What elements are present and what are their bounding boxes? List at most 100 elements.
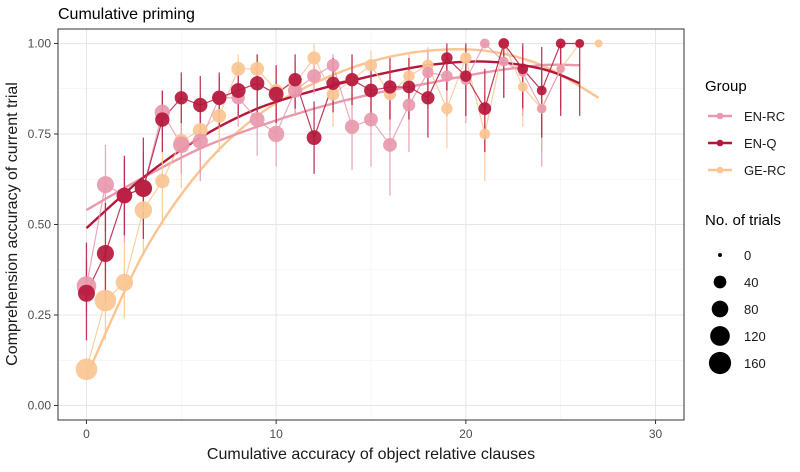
point-en-q (478, 102, 492, 115)
size-label-120: 120 (744, 329, 766, 344)
y-tick-label: 0.75 (28, 127, 52, 141)
group-legend-title: Group (705, 78, 747, 95)
point-en-q (498, 38, 510, 49)
point-en-q (155, 112, 170, 127)
point-en-q (402, 80, 416, 94)
point-en-q (345, 73, 359, 87)
y-axis-ticks: 0.00 0.25 0.50 0.75 1.00 (28, 36, 58, 413)
point-ge-rc (212, 108, 227, 123)
size-label-40: 40 (744, 275, 758, 290)
x-axis-label: Cumulative accuracy of object relative c… (207, 446, 535, 463)
size-key-0 (718, 253, 722, 257)
point-en-q (421, 91, 435, 105)
trend-line-en-rc (85, 63, 580, 212)
size-key-160 (708, 351, 732, 375)
point-ge-rc (517, 81, 528, 92)
legend-label-en-rc: EN-RC (744, 109, 785, 124)
point-en-rc (268, 125, 285, 143)
point-ge-rc (441, 102, 453, 115)
point-en-rc (498, 56, 509, 67)
point-en-q (441, 52, 453, 64)
x-tick-label: 0 (83, 427, 90, 441)
legend-label-ge-rc: GE-RC (744, 163, 786, 178)
point-en-q (77, 284, 95, 302)
point-en-rc (192, 133, 208, 149)
point-ge-rc (192, 122, 208, 138)
point-en-q (536, 85, 547, 96)
size-key-80 (711, 300, 729, 318)
data-points (75, 38, 603, 381)
point-ge-rc (594, 39, 603, 48)
point-en-rc (96, 176, 114, 194)
y-tick-label: 0.00 (28, 399, 52, 413)
size-key-120 (710, 326, 730, 346)
size-label-80: 80 (744, 302, 758, 317)
point-en-rc (249, 112, 265, 127)
point-ge-rc (307, 51, 321, 65)
point-en-rc (364, 112, 378, 127)
point-ge-rc (479, 128, 491, 140)
point-ge-rc (115, 273, 134, 292)
point-en-q (250, 76, 265, 91)
point-en-q (174, 91, 188, 105)
point-en-q (383, 80, 397, 94)
legend-key-dot-ge-rc (716, 166, 724, 174)
point-en-rc (422, 66, 434, 79)
chart-title: Cumulative priming (58, 6, 195, 23)
point-en-q (96, 244, 114, 262)
point-en-rc (287, 83, 303, 98)
point-en-q (116, 187, 133, 204)
x-tick-label: 10 (269, 427, 283, 441)
point-en-rc (326, 58, 340, 72)
point-en-rc (479, 38, 490, 49)
point-ge-rc (326, 87, 340, 101)
size-label-0: 0 (744, 248, 751, 263)
point-en-rc (402, 98, 416, 112)
point-en-q (364, 83, 378, 98)
legend-key-dot-en-q (716, 139, 724, 147)
y-tick-label: 1.00 (28, 36, 52, 50)
point-ge-rc (231, 61, 246, 76)
point-en-rc (307, 69, 322, 83)
y-axis-label: Comprehension accuracy of current trial (4, 82, 21, 366)
size-legend: No. of trials 0 40 80 120 160 (705, 212, 781, 375)
point-en-q (212, 90, 227, 105)
point-en-q (134, 179, 153, 198)
x-axis-ticks: 0 10 20 30 (83, 420, 663, 441)
point-en-rc (383, 137, 397, 152)
point-en-rc (537, 104, 547, 114)
point-en-rc (441, 70, 453, 82)
point-ge-rc (250, 61, 265, 76)
point-ge-rc (460, 52, 472, 64)
point-en-q (230, 83, 246, 98)
y-tick-label: 0.25 (28, 308, 52, 322)
point-ge-rc (364, 59, 378, 72)
point-en-q (575, 38, 585, 48)
point-ge-rc (134, 201, 153, 219)
point-en-q (555, 38, 566, 49)
x-tick-label: 20 (459, 427, 473, 441)
point-ge-rc (94, 289, 117, 312)
point-en-rc (344, 119, 360, 134)
point-en-q (460, 70, 472, 82)
point-ge-rc (403, 70, 415, 82)
point-en-q (193, 97, 208, 113)
point-en-q (306, 130, 322, 146)
series-line-ge-rc (85, 41, 599, 370)
point-en-q (517, 63, 529, 75)
size-legend-title: No. of trials (705, 212, 781, 229)
point-ge-rc (155, 173, 170, 189)
point-en-q (326, 76, 340, 90)
legend-key-dot-en-rc (716, 112, 724, 120)
point-en-q (268, 86, 284, 102)
point-en-rc (172, 136, 190, 154)
point-en-rc (556, 64, 565, 73)
group-legend: Group EN-RC EN-Q GE-RC (705, 78, 786, 178)
point-ge-rc (75, 358, 98, 381)
y-tick-label: 0.50 (28, 218, 52, 232)
size-label-160: 160 (744, 356, 766, 371)
size-key-40 (713, 275, 727, 289)
point-en-q (288, 73, 302, 87)
legend-label-en-q: EN-Q (744, 136, 777, 151)
